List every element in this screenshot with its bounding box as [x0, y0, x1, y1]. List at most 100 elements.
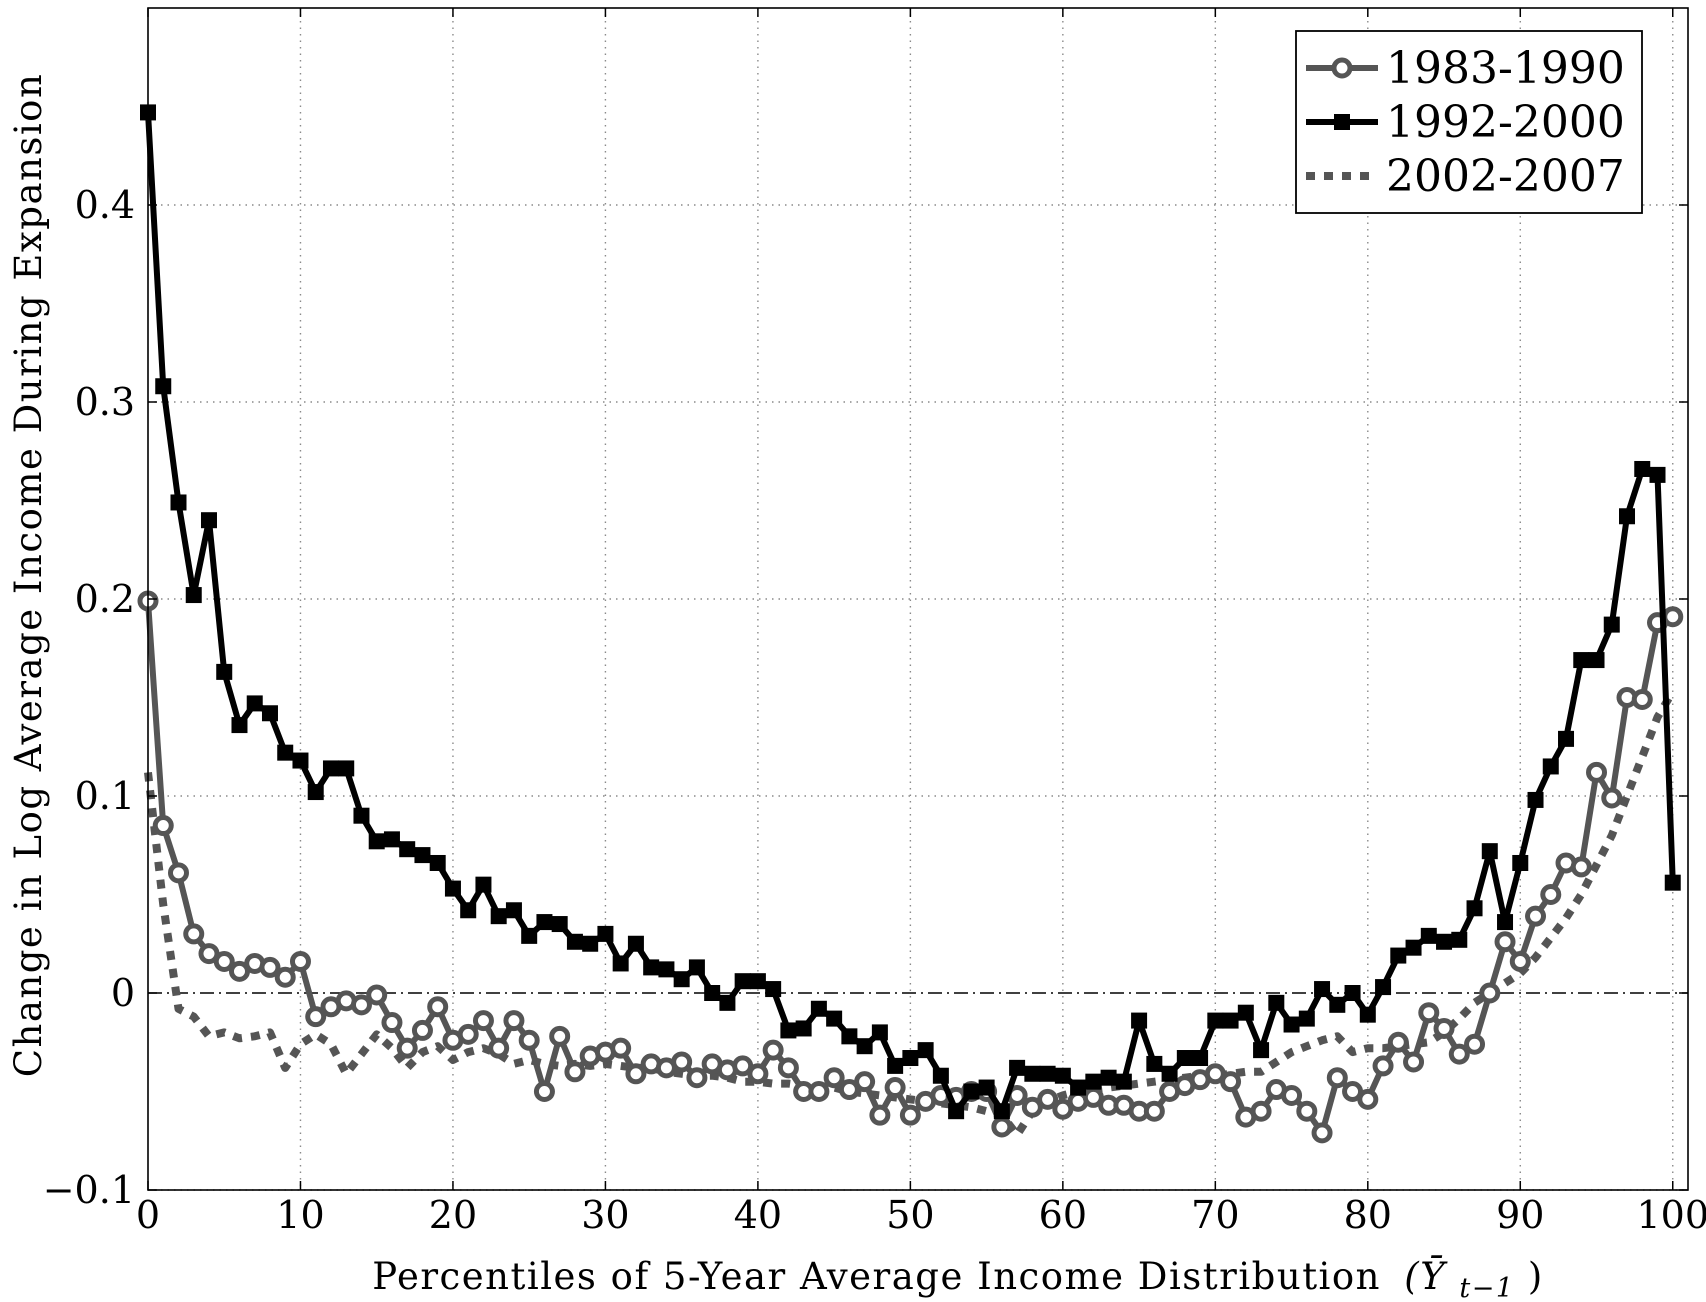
- x-tick-label: 10: [276, 1193, 324, 1237]
- data-point-1992-2000: [1664, 874, 1681, 891]
- data-point-1992-2000: [826, 1010, 843, 1027]
- data-point-1983-1990: [899, 1104, 921, 1126]
- data-point-1983-1990: [671, 1051, 693, 1073]
- legend-marker-1983-1990: [1331, 57, 1353, 79]
- series-1992-2000: [140, 104, 1681, 1120]
- data-point-1992-2000: [1085, 1073, 1102, 1090]
- data-point-1992-2000: [1070, 1079, 1087, 1096]
- data-point-1992-2000: [993, 1103, 1010, 1120]
- y-tick-labels: −0.1 0 0.1 0.2 0.3 0.4: [43, 183, 135, 1212]
- data-point-1992-2000: [353, 807, 370, 824]
- x-tick-label: 20: [429, 1193, 477, 1237]
- data-point-1983-1990: [625, 1063, 647, 1085]
- data-point-1983-1990: [1570, 856, 1592, 878]
- data-point-1992-2000: [1420, 927, 1437, 944]
- data-point-1992-2000: [1283, 1016, 1300, 1033]
- y-tick-label: 0.3: [75, 380, 135, 424]
- data-point-1992-2000: [673, 971, 690, 988]
- data-point-1992-2000: [292, 752, 309, 769]
- data-point-1983-1990: [991, 1116, 1013, 1138]
- data-point-1983-1990: [1540, 884, 1562, 905]
- x-axis-close-paren: ): [1528, 1255, 1544, 1298]
- data-point-1992-2000: [1619, 508, 1636, 525]
- data-point-1992-2000: [551, 916, 568, 933]
- data-point-1992-2000: [246, 695, 263, 712]
- data-point-1992-2000: [307, 784, 324, 801]
- data-point-1992-2000: [948, 1103, 965, 1120]
- x-tick-label: 60: [1039, 1193, 1087, 1237]
- data-point-1983-1990: [1357, 1088, 1379, 1110]
- data-point-1992-2000: [1314, 981, 1331, 998]
- legend-marker-1992-2000: [1334, 114, 1350, 130]
- data-point-1992-2000: [277, 744, 294, 761]
- data-point-1983-1990: [518, 1029, 540, 1051]
- data-point-1992-2000: [1390, 947, 1407, 964]
- data-point-1983-1990: [259, 956, 281, 978]
- data-point-1992-2000: [261, 705, 278, 722]
- data-point-1992-2000: [1192, 1050, 1209, 1067]
- data-point-1992-2000: [765, 981, 782, 998]
- data-point-1992-2000: [1176, 1050, 1193, 1067]
- data-point-1992-2000: [902, 1050, 919, 1067]
- data-point-1992-2000: [582, 935, 599, 952]
- data-point-1983-1990: [411, 1019, 433, 1041]
- data-point-1992-2000: [505, 902, 522, 919]
- data-point-1992-2000: [1039, 1065, 1056, 1082]
- data-point-1983-1990: [1296, 1100, 1318, 1122]
- data-point-1992-2000: [1253, 1042, 1270, 1059]
- data-point-1992-2000: [414, 847, 431, 864]
- data-point-1992-2000: [185, 587, 202, 604]
- data-point-1992-2000: [1207, 1012, 1224, 1029]
- data-point-1983-1990: [1403, 1051, 1425, 1073]
- data-point-1983-1990: [1479, 982, 1501, 1004]
- data-point-1992-2000: [200, 512, 217, 529]
- data-point-1992-2000: [597, 925, 614, 942]
- data-point-1983-1990: [1418, 1002, 1440, 1024]
- data-point-1992-2000: [917, 1042, 934, 1059]
- data-point-1992-2000: [383, 831, 400, 848]
- data-point-1983-1990: [1052, 1098, 1074, 1120]
- legend-label-1983-1990: 1983-1990: [1386, 43, 1625, 94]
- data-point-1983-1990: [1509, 950, 1531, 972]
- data-point-1992-2000: [1237, 1004, 1254, 1021]
- data-point-1992-2000: [1588, 652, 1605, 669]
- data-point-1983-1990: [564, 1061, 586, 1083]
- y-tick-label: 0.1: [75, 774, 135, 818]
- tick-marks: [147, 8, 1688, 1191]
- data-point-1983-1990: [762, 1039, 784, 1061]
- data-point-1983-1990: [823, 1067, 845, 1089]
- series-1983-1990: [137, 590, 1684, 1144]
- y-tick-label: 0: [111, 971, 135, 1015]
- data-point-1983-1990: [427, 996, 449, 1018]
- data-point-1992-2000: [1481, 843, 1498, 860]
- data-point-1992-2000: [322, 760, 339, 777]
- y-tick-label: −0.1: [43, 1168, 135, 1212]
- data-point-1992-2000: [1329, 996, 1346, 1013]
- data-point-1983-1990: [838, 1079, 860, 1101]
- x-axis-title-text: Percentiles of 5-Year Average Income Dis…: [372, 1255, 1381, 1298]
- data-point-1992-2000: [978, 1079, 995, 1096]
- data-point-1992-2000: [1222, 1012, 1239, 1029]
- data-point-1992-2000: [627, 935, 644, 952]
- x-axis-symbol: (Ȳ: [1404, 1255, 1448, 1298]
- data-point-1983-1990: [854, 1071, 876, 1093]
- data-point-1992-2000: [643, 959, 660, 976]
- data-point-1983-1990: [1494, 931, 1516, 953]
- data-point-1983-1990: [152, 815, 174, 837]
- data-point-1983-1990: [503, 1010, 525, 1032]
- data-point-1983-1990: [1311, 1122, 1333, 1144]
- data-point-1983-1990: [869, 1104, 891, 1126]
- data-point-1983-1990: [1372, 1055, 1394, 1077]
- data-point-1983-1990: [1326, 1067, 1348, 1089]
- data-point-1983-1990: [549, 1025, 571, 1047]
- data-point-1983-1990: [228, 960, 250, 982]
- data-point-1983-1990: [1525, 905, 1547, 927]
- data-point-1983-1990: [350, 994, 372, 1016]
- data-point-1992-2000: [368, 833, 385, 850]
- data-point-1992-2000: [856, 1038, 873, 1055]
- data-point-1992-2000: [429, 854, 446, 871]
- x-tick-label: 100: [1636, 1193, 1706, 1237]
- data-point-1983-1990: [472, 1010, 494, 1032]
- data-point-1992-2000: [1497, 914, 1514, 931]
- data-point-1992-2000: [1603, 616, 1620, 633]
